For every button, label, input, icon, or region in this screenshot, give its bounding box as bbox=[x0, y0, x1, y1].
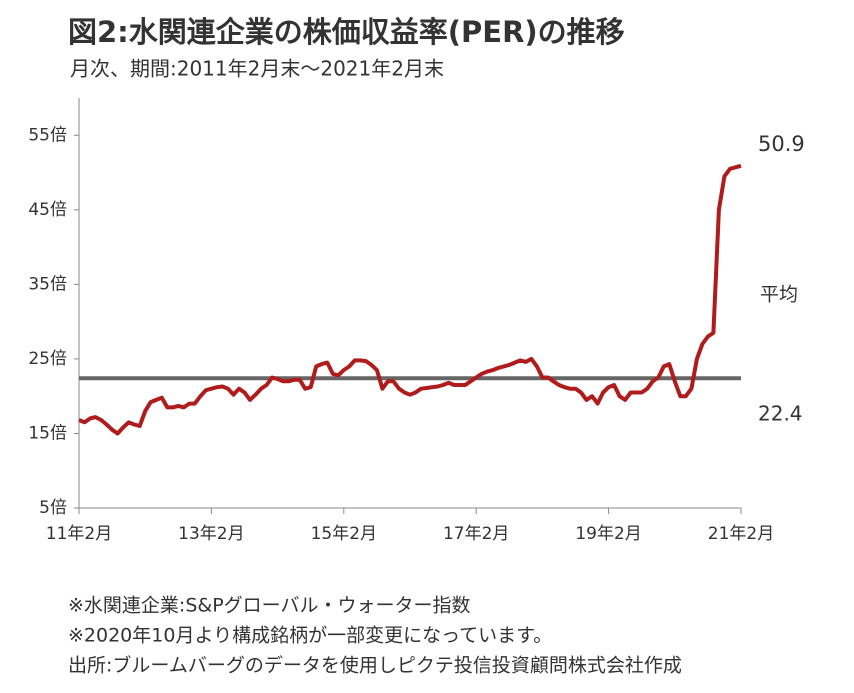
end-value-label: 50.9 bbox=[758, 132, 805, 156]
chart-title: 図2:水関連企業の株価収益率(PER)の推移 bbox=[68, 15, 625, 49]
y-tick-label: 5倍 bbox=[39, 498, 67, 518]
note: ※2020年10月より構成銘柄が一部変更になっています。 bbox=[68, 625, 552, 647]
series-line bbox=[78, 163, 742, 436]
x-tick-label: 11年2月 bbox=[46, 524, 112, 544]
x-tick-label: 21年2月 bbox=[708, 524, 774, 544]
average-value-label: 22.4 bbox=[758, 402, 803, 426]
note: 出所:ブルームバーグのデータを使用しピクテ投信投資顧問株式会社作成 bbox=[68, 654, 682, 677]
average-label: 平均 bbox=[760, 284, 798, 306]
x-tick-label: 15年2月 bbox=[311, 524, 377, 544]
x-tick-label: 19年2月 bbox=[575, 524, 641, 544]
y-tick-label: 15倍 bbox=[28, 423, 67, 443]
x-tick-label: 17年2月 bbox=[443, 524, 509, 544]
y-tick-label: 35倍 bbox=[28, 274, 67, 294]
y-tick-label: 45倍 bbox=[28, 200, 67, 220]
y-tick-label: 25倍 bbox=[28, 349, 67, 369]
note: ※水関連企業:S&Pグローバル・ウォーター指数 bbox=[68, 595, 470, 617]
chart-subtitle: 月次、期間:2011年2月末～2021年2月末 bbox=[70, 57, 444, 81]
y-tick-label: 55倍 bbox=[28, 125, 67, 145]
x-tick-label: 13年2月 bbox=[178, 524, 244, 544]
